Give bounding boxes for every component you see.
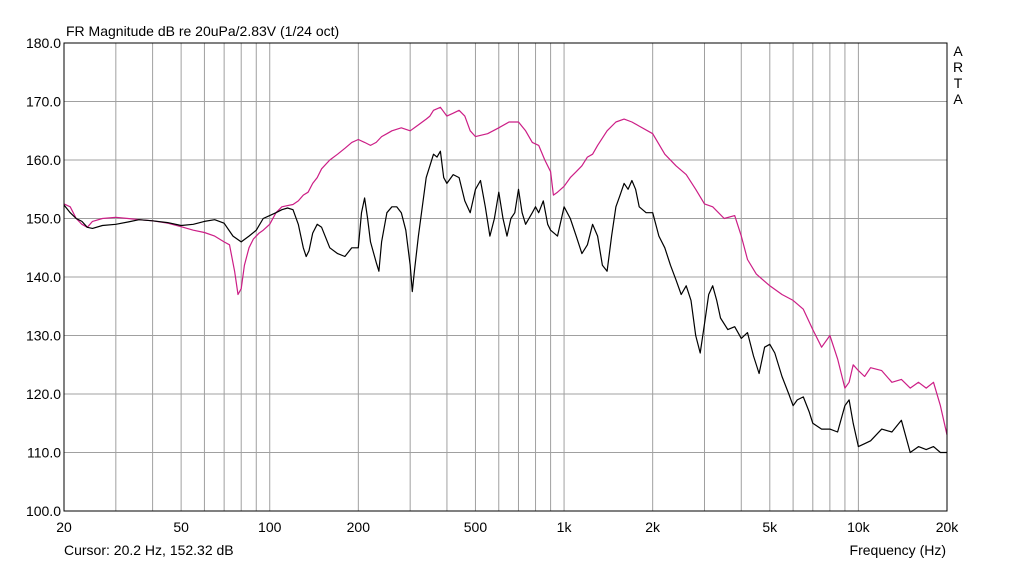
x-tick-label: 200: [347, 519, 371, 535]
x-tick-label: 50: [173, 519, 189, 535]
x-tick-labels: 20 50 100 200 500 1k 2k 5k 10k 20k: [56, 519, 959, 535]
x-tick-label: 20k: [936, 519, 960, 535]
series-group[interactable]: [63, 106, 948, 454]
x-tick-label: 5k: [762, 519, 778, 535]
arta-watermark: A R T A: [953, 43, 963, 107]
x-axis-label: Frequency (Hz): [850, 542, 946, 558]
x-tick-label: 100: [258, 519, 282, 535]
x-tick-label: 1k: [557, 519, 573, 535]
x-tick-label: 20: [56, 519, 72, 535]
cursor-readout: Cursor: 20.2 Hz, 152.32 dB: [64, 542, 234, 558]
y-tick-labels: 100.0 110.0 120.0 130.0 140.0 150.0 160.0 170.0…: [26, 35, 61, 519]
x-tick-label: 500: [464, 519, 488, 535]
y-tick-label: 150.0: [26, 211, 61, 227]
watermark-letter: A: [953, 91, 963, 107]
y-tick-label: 100.0: [26, 503, 61, 519]
y-tick-label: 110.0: [27, 445, 61, 461]
y-tick-label: 160.0: [26, 152, 61, 168]
watermark-letter: T: [954, 75, 963, 91]
series-line-magenta: [63, 106, 948, 436]
y-tick-label: 180.0: [26, 35, 61, 51]
y-tick-label: 140.0: [26, 269, 61, 285]
chart-title: FR Magnitude dB re 20uPa/2.83V (1/24 oct…: [66, 23, 339, 39]
series-line-black: [63, 150, 947, 454]
watermark-letter: A: [953, 43, 963, 59]
x-tick-label: 2k: [645, 519, 661, 535]
x-tick-label: 10k: [847, 519, 871, 535]
plot-frame: [63, 42, 948, 512]
y-tick-label: 120.0: [26, 386, 61, 402]
y-tick-label: 170.0: [26, 94, 61, 110]
watermark-letter: R: [953, 59, 963, 75]
y-tick-label: 130.0: [26, 328, 61, 344]
